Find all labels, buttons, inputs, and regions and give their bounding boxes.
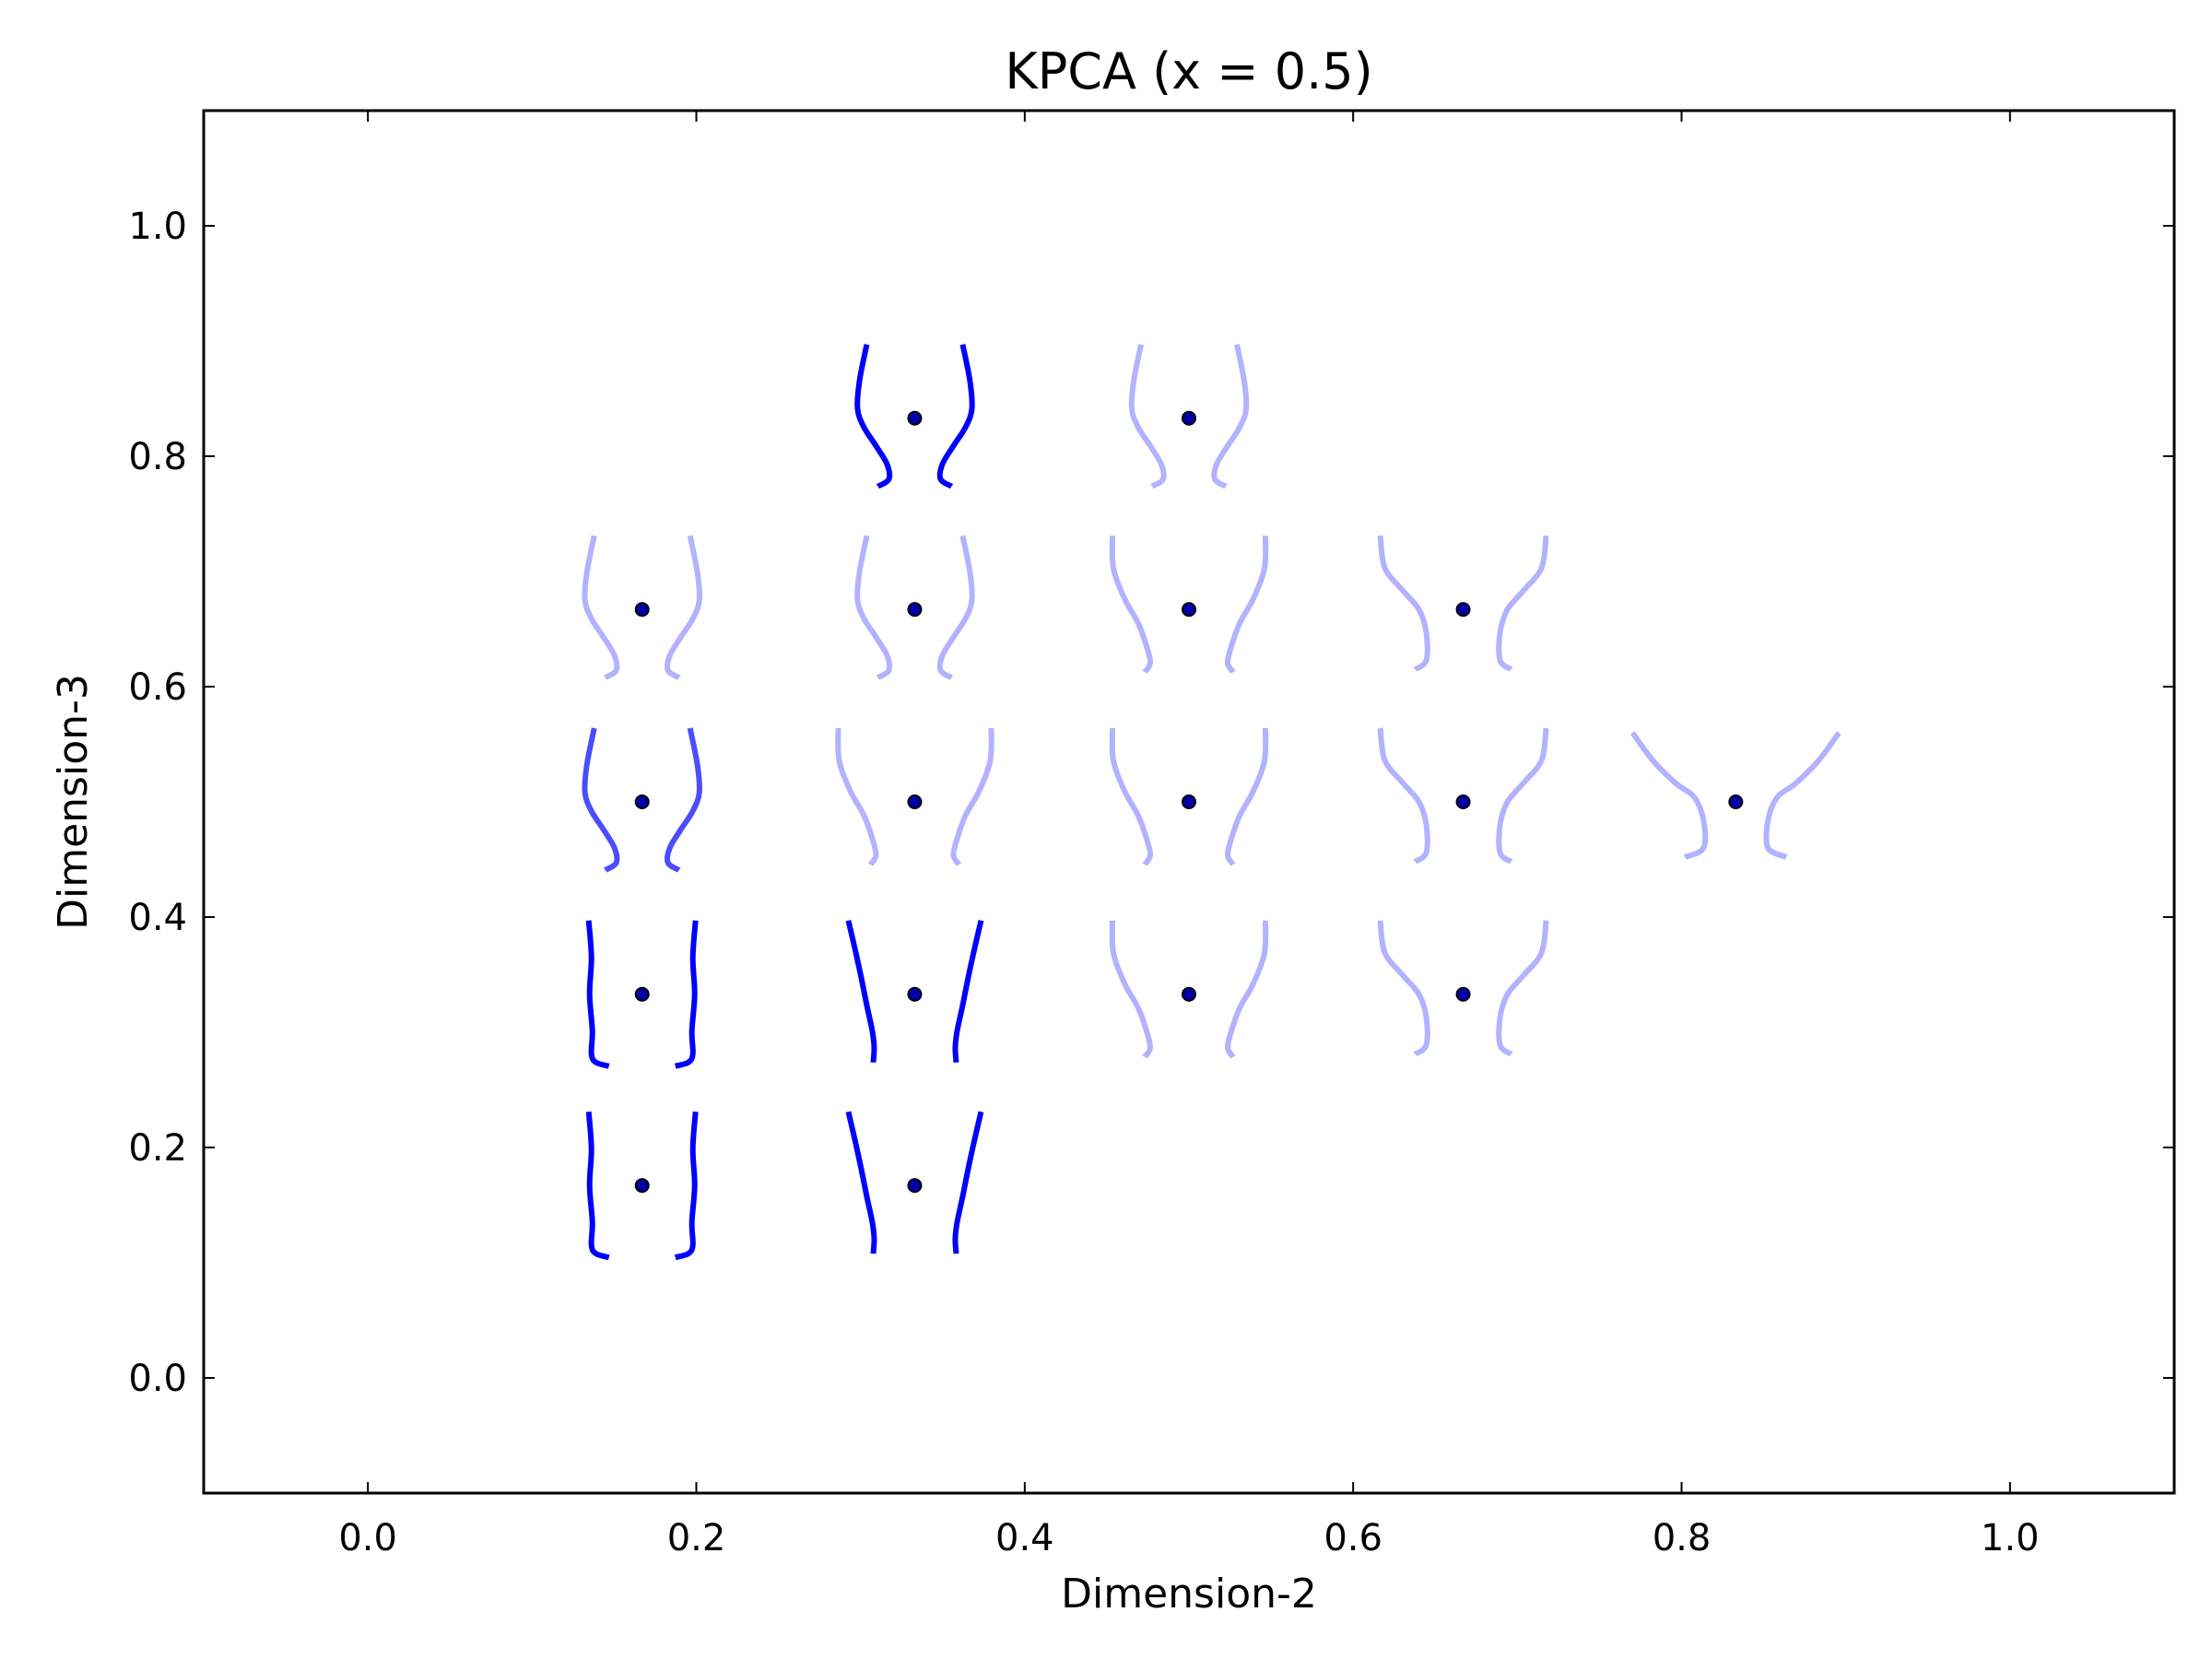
glyph-left-curve <box>1377 727 1430 865</box>
glyph-right-curve <box>1496 727 1549 865</box>
glyph-right-curve <box>674 920 699 1069</box>
glyph-left-curve <box>1377 920 1430 1057</box>
point-layer <box>634 410 1744 1194</box>
y-tick-label: 1.0 <box>128 206 187 248</box>
glyph-right-curve <box>1224 727 1269 866</box>
data-point <box>1455 794 1471 809</box>
glyph-right-curve <box>664 535 702 680</box>
data-point <box>1455 602 1471 618</box>
tick-layer: 0.0 0.2 0.4 0.6 0.8 1.0 0.0 0.2 0.4 0.6 0.8 1.0 <box>128 111 2174 1559</box>
glyph-right-curve <box>1224 920 1269 1059</box>
glyph-right-curve <box>952 920 984 1063</box>
x-tick-label: 1.0 <box>1981 1517 2040 1559</box>
y-tick-label: 0.0 <box>128 1358 187 1400</box>
data-point <box>1455 986 1471 1002</box>
data-point <box>907 986 923 1002</box>
y-tick-label: 0.2 <box>128 1127 187 1170</box>
chart-title: KPCA (x = 0.5) <box>1005 42 1372 100</box>
data-point <box>907 602 923 618</box>
glyph-right-curve <box>664 727 702 873</box>
x-tick-label: 0.6 <box>1324 1517 1382 1559</box>
x-tick-label: 0.2 <box>667 1517 726 1559</box>
glyph-left-curve <box>582 727 620 873</box>
glyph-left-curve <box>835 727 879 866</box>
glyph-left-curve <box>845 920 877 1063</box>
glyph-left-curve <box>1128 344 1167 489</box>
glyph-right-curve <box>1496 535 1549 672</box>
data-point <box>1182 794 1196 809</box>
glyph-right-curve <box>936 535 975 680</box>
data-point <box>1728 794 1744 809</box>
glyph-layer <box>582 344 1841 1261</box>
glyph-left-curve <box>1630 731 1709 860</box>
glyph-right-curve <box>1224 535 1269 675</box>
data-point <box>634 602 650 618</box>
data-point <box>907 410 923 426</box>
glyph-right-curve <box>1496 920 1549 1057</box>
data-point <box>907 1178 923 1194</box>
y-tick-label: 0.8 <box>128 436 187 478</box>
glyph-right-curve <box>952 1111 984 1254</box>
glyph-left-curve <box>1109 920 1154 1059</box>
glyph-right-curve <box>1211 344 1250 489</box>
x-tick-label: 0.4 <box>995 1517 1054 1559</box>
glyph-left-curve <box>1377 535 1430 672</box>
glyph-right-curve <box>936 344 975 489</box>
x-tick-label: 0.8 <box>1653 1517 1712 1559</box>
glyph-left-curve <box>585 1112 610 1261</box>
data-point <box>1182 602 1196 618</box>
glyph-right-curve <box>1763 731 1841 860</box>
data-point <box>634 986 650 1002</box>
data-point <box>1182 410 1196 426</box>
plot-frame <box>202 109 2176 1495</box>
y-tick-label: 0.4 <box>128 897 187 939</box>
glyph-left-curve <box>845 1111 877 1254</box>
x-tick-label: 0.0 <box>338 1517 397 1559</box>
glyph-left-curve <box>1109 727 1154 866</box>
glyph-left-curve <box>1109 535 1154 675</box>
data-point <box>634 1178 650 1194</box>
glyph-left-curve <box>585 920 610 1069</box>
y-tick-label: 0.6 <box>128 666 187 709</box>
glyph-right-curve <box>674 1112 699 1261</box>
data-point <box>907 794 923 809</box>
glyph-left-curve <box>854 344 893 489</box>
glyph-right-curve <box>950 727 994 866</box>
data-point <box>634 794 650 809</box>
data-point <box>1182 986 1196 1002</box>
glyph-left-curve <box>854 535 893 680</box>
glyph-left-curve <box>582 535 620 680</box>
x-axis-label: Dimension-2 <box>1061 1571 1317 1618</box>
y-axis-label: Dimension-3 <box>50 674 97 930</box>
